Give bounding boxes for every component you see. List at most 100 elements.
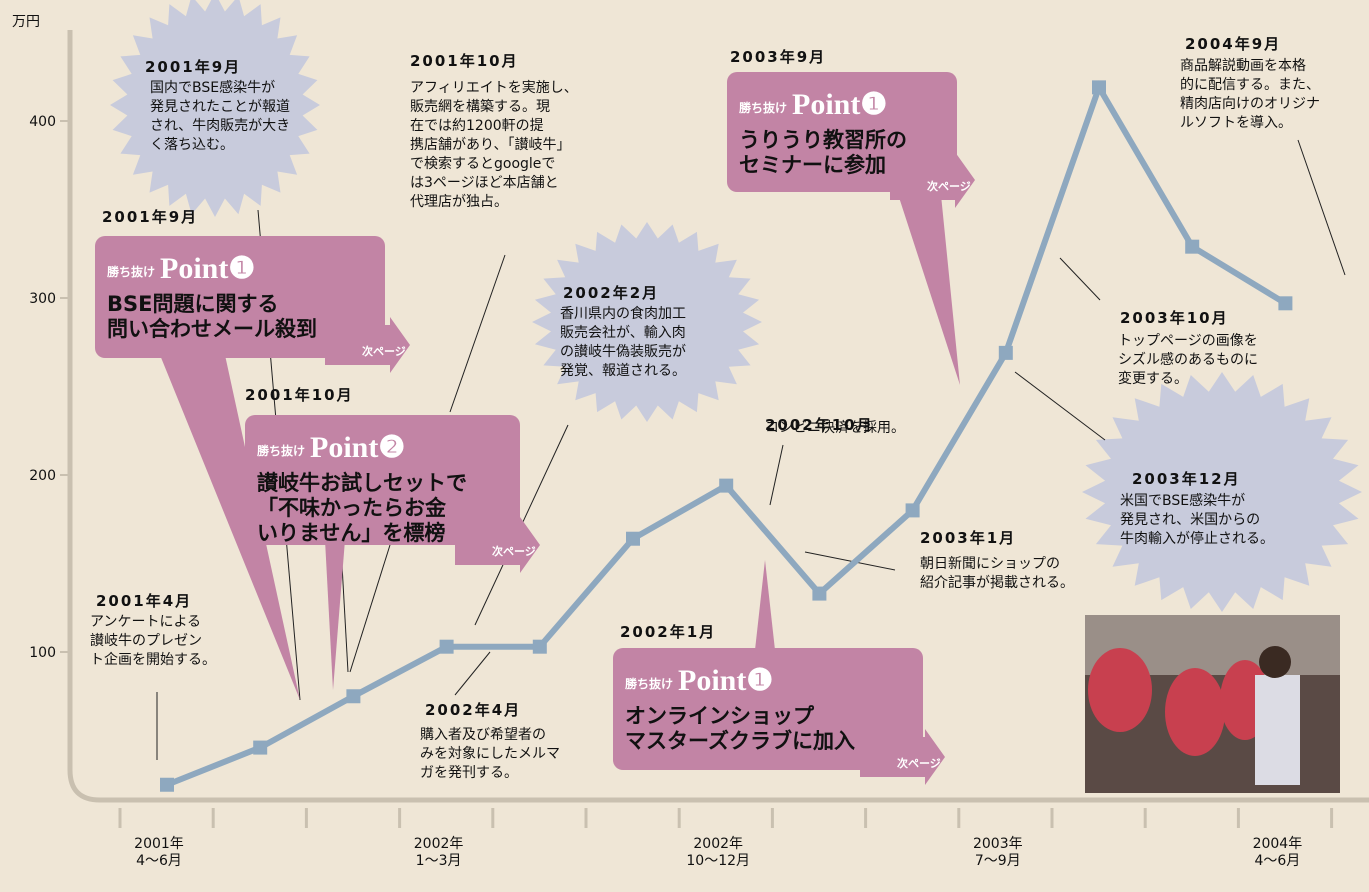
note-text: 朝日新聞にショップの [920,556,1060,572]
y-tick-label: 400 [29,114,56,130]
point-badge: 勝ち抜け [625,676,673,691]
point [812,587,826,601]
note-text: ト企画を開始する。 [90,651,216,668]
note-text: く落ち込む。 [150,137,234,153]
note-text: は3ページほど本店舗と [410,175,559,191]
note-text: ガを発刊する。 [420,765,518,781]
point-title: BSE問題に関する [107,292,278,316]
note-text: 購入者及び希望者の [420,727,546,743]
y-tick-label: 200 [29,468,56,484]
point-title: 問い合わせメール殺到 [107,317,317,341]
leader-line [1015,372,1105,440]
note-date: 2002年2月 [563,284,659,302]
next-label: 次ページ [897,756,941,770]
next-label: 次ページ [492,544,536,558]
note-date: 2003年1月 [920,529,1016,547]
note-text: 紹介記事が掲載される。 [920,574,1074,591]
note-date: 2001年4月 [96,592,192,610]
burst [532,222,762,422]
note-text: 発見されたことが報道 [150,99,290,115]
note-text: トップページの画像を [1118,333,1258,349]
callout-tail [755,560,775,650]
note-text: 香川県内の食肉加工 [560,305,686,322]
point [1092,80,1106,94]
leader-line [455,652,490,695]
note-text: 発覚、報道される。 [560,363,686,379]
note-text: 在では約1200軒の提 [410,118,544,134]
note-text: 的に配信する。また、 [1180,77,1320,93]
note-text: の讃岐牛偽装販売が [560,344,686,360]
point [999,346,1013,360]
note-text: アンケートによる [90,614,201,630]
note-text: アフィリエイトを実施し、 [410,80,578,96]
point-title: 讃岐牛お試しセットで [257,471,467,495]
note-date: 2001年9月 [145,58,241,76]
note-text: 販売会社が、輸入肉 [560,325,686,341]
point [906,503,920,517]
point [1185,240,1199,254]
note-date: 2003年10月 [1120,309,1229,327]
point-date: 2003年9月 [730,48,826,66]
note-text: 販売網を構築する。現 [410,99,550,115]
note-text: で検索するとgoogleで [410,155,555,172]
point-label: Point❷ [310,431,405,464]
note-text: され、牛肉販売が大き [150,118,290,134]
point [626,532,640,546]
next-label: 次ページ [362,344,406,358]
photo-meat [1088,648,1152,732]
point-date: 2001年9月 [102,208,198,226]
note-text: 米国でBSE感染牛が [1120,492,1245,509]
point [440,640,454,654]
callout-tail [325,540,345,690]
point-title: うりうり教習所の [739,128,907,152]
point-date: 2001年10月 [245,386,354,404]
point-title: セミナーに参加 [739,153,886,177]
point [719,479,733,493]
y-axis-label: 万円 [12,14,40,30]
point [253,741,267,755]
y-tick-label: 300 [29,291,56,307]
photo-head [1259,646,1291,678]
note-text: 変更する。 [1118,370,1188,387]
leader-line [450,255,505,412]
note-date: 2004年9月 [1185,35,1281,53]
leader-line [350,545,390,672]
point-badge: 勝ち抜け [739,100,787,115]
x-tick-label: 2001年4～6月 [134,836,184,869]
next-label: 次ページ [927,179,971,193]
point [346,689,360,703]
point [533,640,547,654]
burst [1082,372,1362,612]
chart: 万円1002003004002001年4～6月2002年1～3月2002年10～… [0,0,1369,892]
leader-line [770,445,783,505]
note-text: 代理店が独占。 [410,194,508,210]
note-date: 2001年10月 [410,52,519,70]
note-text: シズル感のあるものに [1118,351,1258,368]
note-text: 商品解説動画を本格 [1180,58,1306,74]
point [1278,296,1292,310]
point-badge: 勝ち抜け [257,443,305,458]
leader-line [1298,140,1345,275]
point-label: Point❶ [678,664,773,697]
point-badge: 勝ち抜け [107,264,155,279]
note-text: 讃岐牛のプレゼン [90,633,202,649]
callout-tail [895,185,960,385]
note-text: ルソフトを導入。 [1180,115,1292,131]
note-text: 携店舗があり、「讃岐牛」 [410,137,570,153]
point-date: 2002年1月 [620,623,716,641]
point-title: 「不味かったらお金 [257,496,447,520]
photo-meat [1165,668,1225,756]
point-title: オンラインショップ [625,704,815,728]
note-text: コンビニ決済を採用。 [765,420,905,436]
leader-line [1060,258,1100,300]
note-date: 2002年4月 [425,701,521,719]
point [160,778,174,792]
point-label: Point❶ [792,88,887,121]
point-title: マスターズクラブに加入 [625,729,855,753]
note-text: みを対象にしたメルマ [420,746,560,762]
point-title: いりません」を標榜 [257,521,445,545]
photo-person [1255,675,1300,785]
